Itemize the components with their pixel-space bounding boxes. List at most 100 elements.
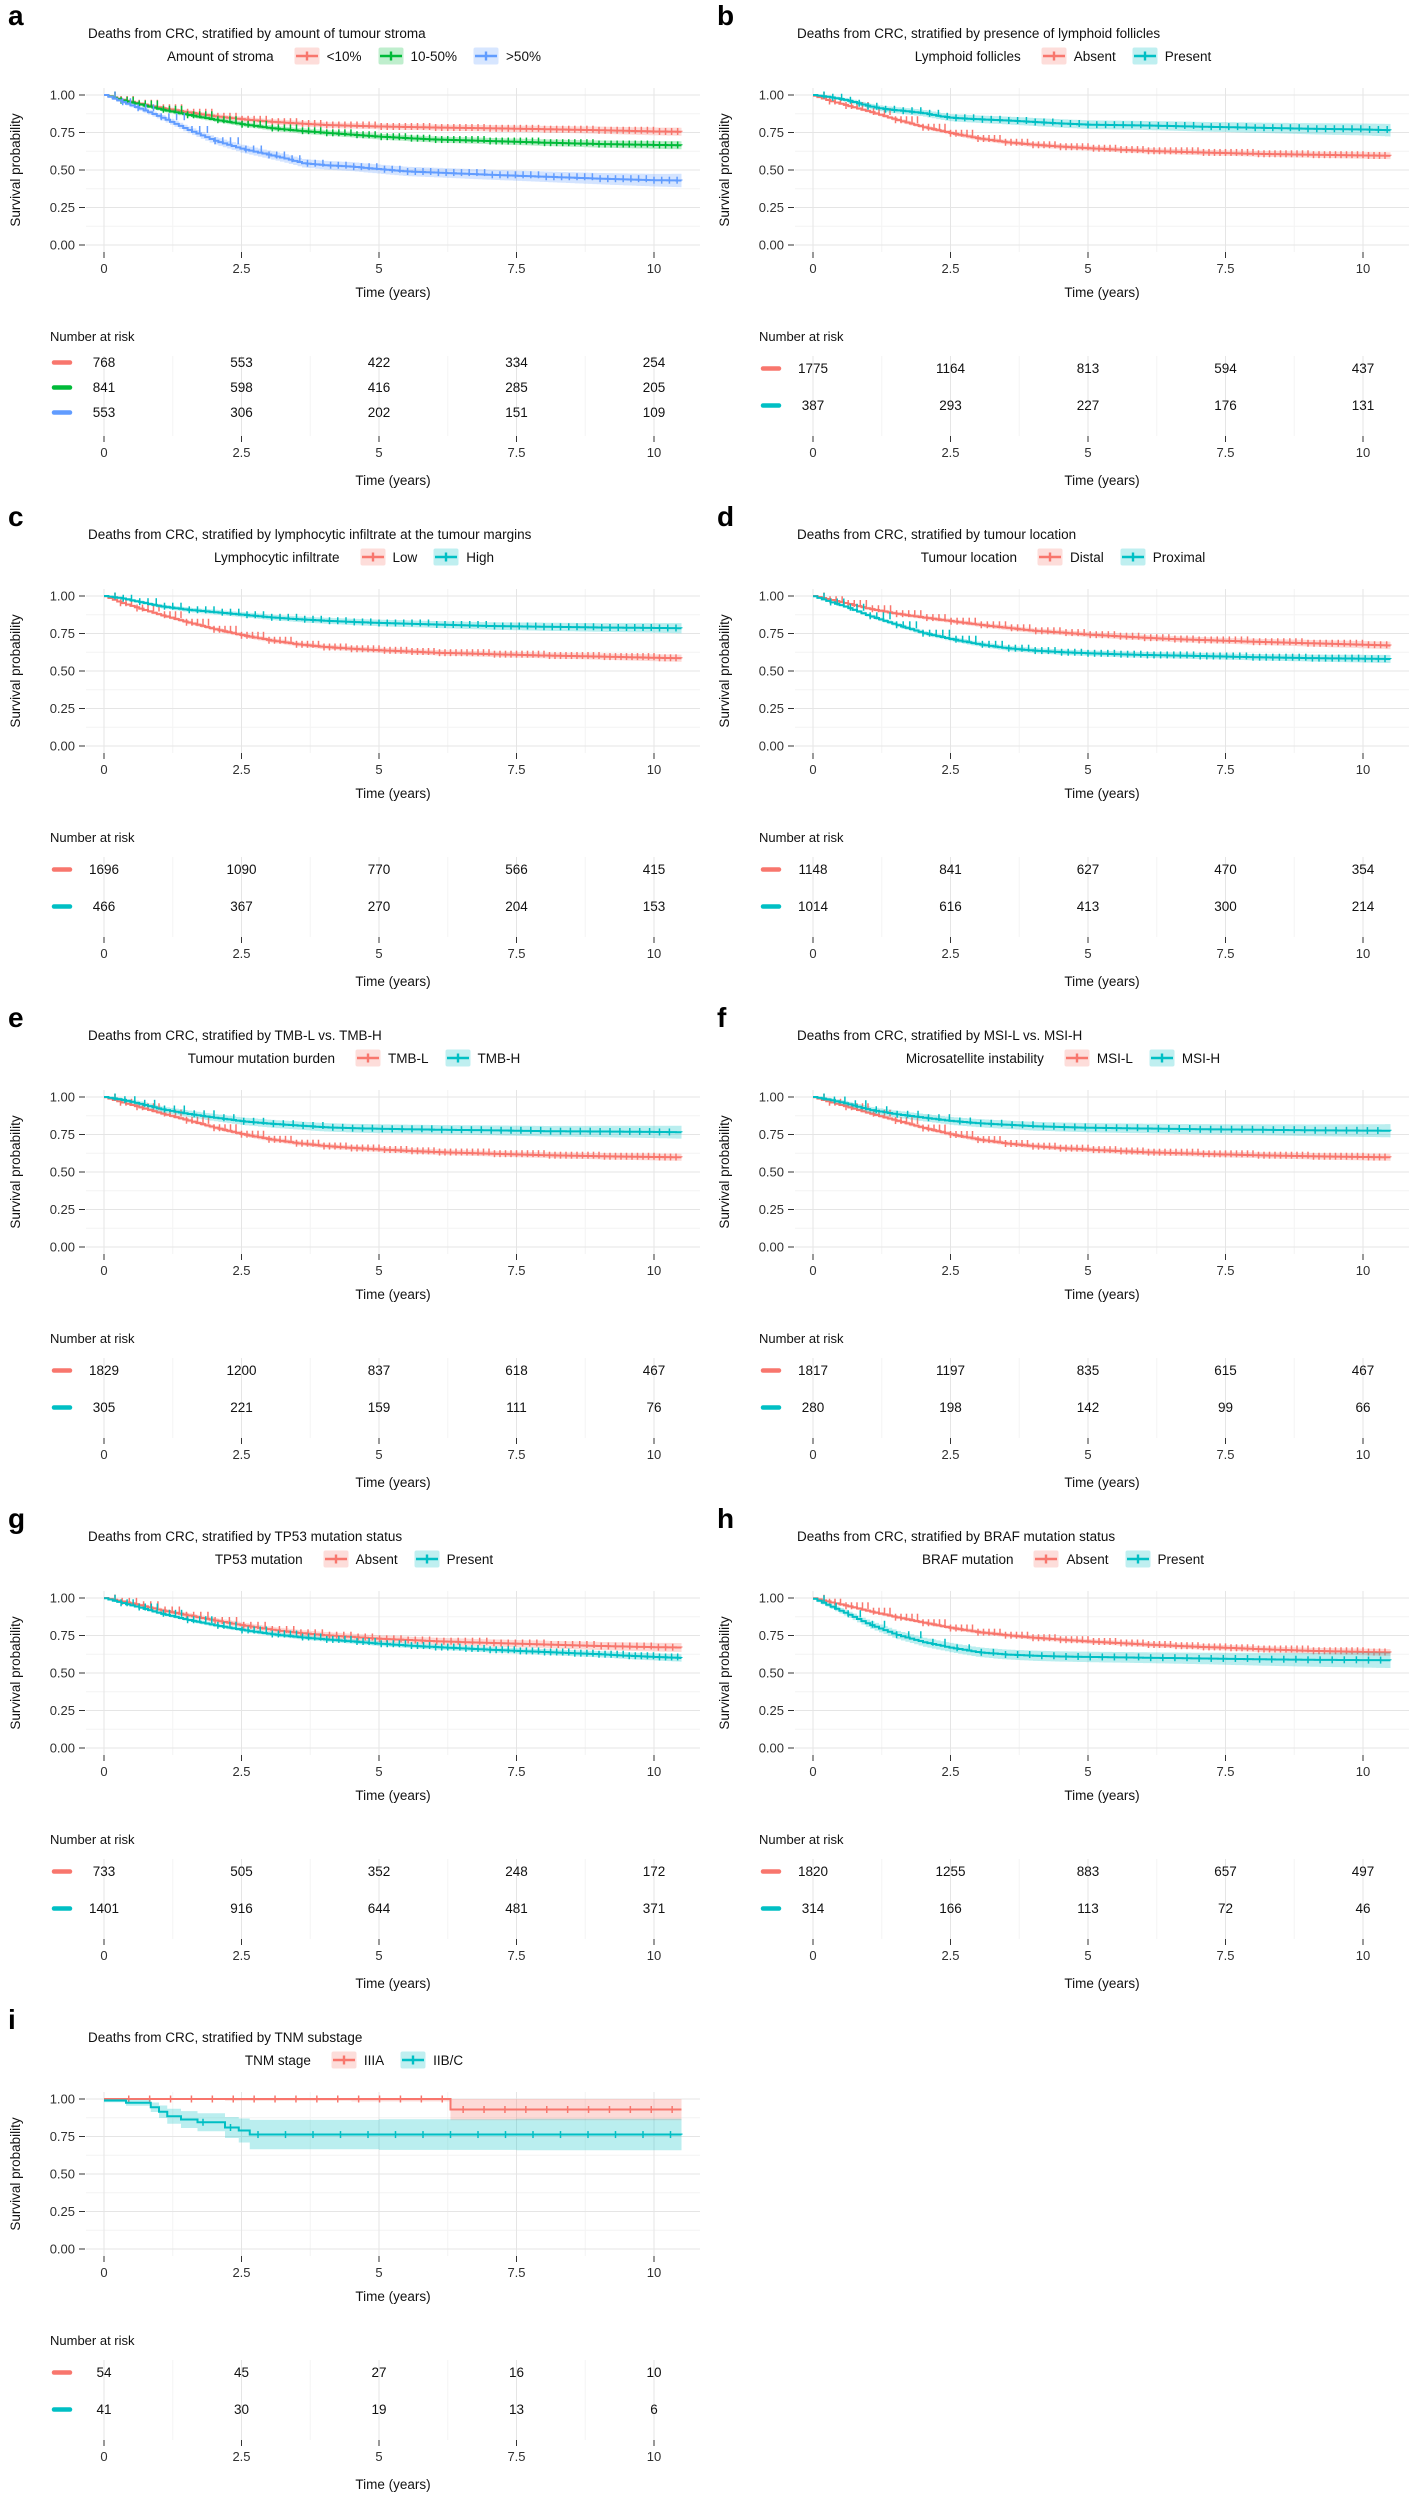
risk-value: 1829: [89, 1363, 119, 1378]
risk-value: 172: [643, 1864, 666, 1879]
risk-value: 306: [230, 405, 253, 420]
x-tick-label: 5: [1084, 1764, 1091, 1779]
risk-x-tick-label: 10: [647, 2449, 661, 2464]
panel-legend-a: Amount of stroma <10% 10-50% >50%: [0, 47, 708, 65]
risk-value: 835: [1077, 1363, 1100, 1378]
risk-table-title: Number at risk: [50, 2333, 135, 2348]
risk-value: 467: [643, 1363, 666, 1378]
x-tick-label: 10: [1356, 1764, 1370, 1779]
panel-d: 0.00 0.25 0.50 0.75 1.00 0 2.5 5 7.5 10 Time (year…: [709, 501, 1417, 1002]
survival-curve-Present: [104, 1594, 683, 1662]
legend-key: Absent: [1033, 1550, 1109, 1568]
y-tick-label: 0.25: [759, 200, 784, 215]
risk-x-tick-label: 7.5: [1216, 946, 1234, 961]
y-tick-label: 0.00: [50, 1240, 75, 1255]
censor-ticks: [823, 592, 1388, 649]
survival-curve-Absent: [813, 1594, 1392, 1656]
x-axis-title: Time (years): [1064, 1788, 1139, 1803]
risk-x-tick-label: 7.5: [1216, 1447, 1234, 1462]
panel-f: 0.00 0.25 0.50 0.75 1.00 0 2.5 5 7.5 10 Time (year…: [709, 1002, 1417, 1503]
survival-line: [104, 1096, 683, 1134]
risk-value: 176: [1214, 398, 1237, 413]
y-tick-label: 0.25: [50, 1202, 75, 1217]
legend-label: IIIA: [363, 2052, 385, 2068]
legend-title: Lymphocytic infiltrate: [213, 549, 340, 565]
risk-value: 254: [643, 355, 666, 370]
x-tick-label: 5: [375, 1263, 382, 1278]
x-tick-label: 5: [375, 762, 382, 777]
legend-plus-glyph-icon: [294, 47, 320, 65]
censor-ticks: [114, 1093, 671, 1136]
risk-value: 334: [505, 355, 528, 370]
y-tick-label: 1.00: [759, 1591, 784, 1606]
risk-value: 481: [505, 1901, 528, 1916]
risk-x-tick-label: 10: [647, 946, 661, 961]
x-tick-label: 7.5: [1216, 1263, 1234, 1278]
risk-value: 204: [505, 899, 528, 914]
risk-value: 76: [646, 1400, 661, 1415]
risk-x-tick-label: 0: [100, 1948, 107, 1963]
x-tick-label: 10: [647, 1764, 661, 1779]
panel-legend-i: TNM stage IIIA IIB/C: [0, 2051, 708, 2069]
y-tick-label: 1.00: [50, 1090, 75, 1105]
y-tick-label: 0.50: [759, 163, 784, 178]
risk-value: 300: [1214, 899, 1237, 914]
panel-letter-g: g: [8, 1503, 26, 1534]
x-axis-title: Time (years): [355, 2289, 430, 2304]
risk-value: 202: [368, 405, 391, 420]
survival-curve-High: [104, 592, 683, 634]
legend-plus-glyph-icon: [1064, 1049, 1090, 1067]
survival-line: [104, 1597, 683, 1649]
risk-value: 367: [230, 899, 253, 914]
risk-value: 387: [802, 398, 825, 413]
risk-table: Number at risk 733 505 352 248 172 1401 916 644 4…: [50, 1832, 665, 1991]
risk-x-axis-title: Time (years): [355, 974, 430, 989]
risk-value: 768: [93, 355, 116, 370]
risk-value: 27: [371, 2365, 386, 2380]
risk-value: 416: [368, 380, 391, 395]
y-tick-label: 0.50: [759, 664, 784, 679]
risk-x-tick-label: 5: [1084, 1447, 1091, 1462]
legend-label: Present: [446, 1551, 494, 1567]
y-tick-label: 0.75: [50, 1628, 75, 1643]
x-tick-label: 10: [1356, 1263, 1370, 1278]
risk-value: 159: [368, 1400, 391, 1415]
survival-line: [104, 94, 683, 182]
risk-value: 13: [509, 2402, 524, 2417]
confidence-band: [813, 1097, 1391, 1138]
risk-value: 352: [368, 1864, 391, 1879]
panel-letter-e: e: [8, 1002, 24, 1033]
x-axis-title: Time (years): [1064, 1287, 1139, 1302]
censor-ticks: [823, 592, 1386, 663]
risk-table-title: Number at risk: [759, 1832, 844, 1847]
risk-x-tick-label: 7.5: [507, 1447, 525, 1462]
risk-table-title: Number at risk: [759, 329, 844, 344]
risk-x-tick-label: 2.5: [941, 1948, 959, 1963]
survival-line: [104, 94, 683, 147]
legend-label: TMB-H: [477, 1050, 521, 1066]
legend-plus-glyph-icon: [445, 1049, 471, 1067]
risk-value: 280: [802, 1400, 825, 1415]
legend-key: High: [433, 548, 494, 566]
risk-x-axis-title: Time (years): [1064, 473, 1139, 488]
y-tick-label: 0.50: [50, 1165, 75, 1180]
x-tick-label: 0: [100, 2265, 107, 2280]
panel-legend-e: Tumour mutation burden TMB-L TMB-H: [0, 1049, 708, 1067]
risk-value: 371: [643, 1901, 666, 1916]
grid-lines: [86, 88, 700, 252]
grid-lines: [795, 1090, 1409, 1254]
x-tick-label: 7.5: [507, 1263, 525, 1278]
legend-key: IIB/C: [400, 2051, 463, 2069]
x-tick-label: 7.5: [507, 1764, 525, 1779]
risk-value: 66: [1355, 1400, 1370, 1415]
risk-x-tick-label: 5: [375, 946, 382, 961]
risk-table-title: Number at risk: [50, 1832, 135, 1847]
x-tick-label: 5: [375, 1764, 382, 1779]
y-tick-label: 0.75: [759, 125, 784, 140]
risk-value: 413: [1077, 899, 1100, 914]
survival-curve-Present: [813, 91, 1392, 137]
y-axis-title: Survival probability: [8, 1616, 23, 1730]
panel-title-i: Deaths from CRC, stratified by TNM subst…: [88, 2030, 363, 2045]
risk-x-tick-label: 5: [375, 445, 382, 460]
panel-i: 0.00 0.25 0.50 0.75 1.00 0 2.5 5 7.5 10 Time (year…: [0, 2004, 708, 2505]
